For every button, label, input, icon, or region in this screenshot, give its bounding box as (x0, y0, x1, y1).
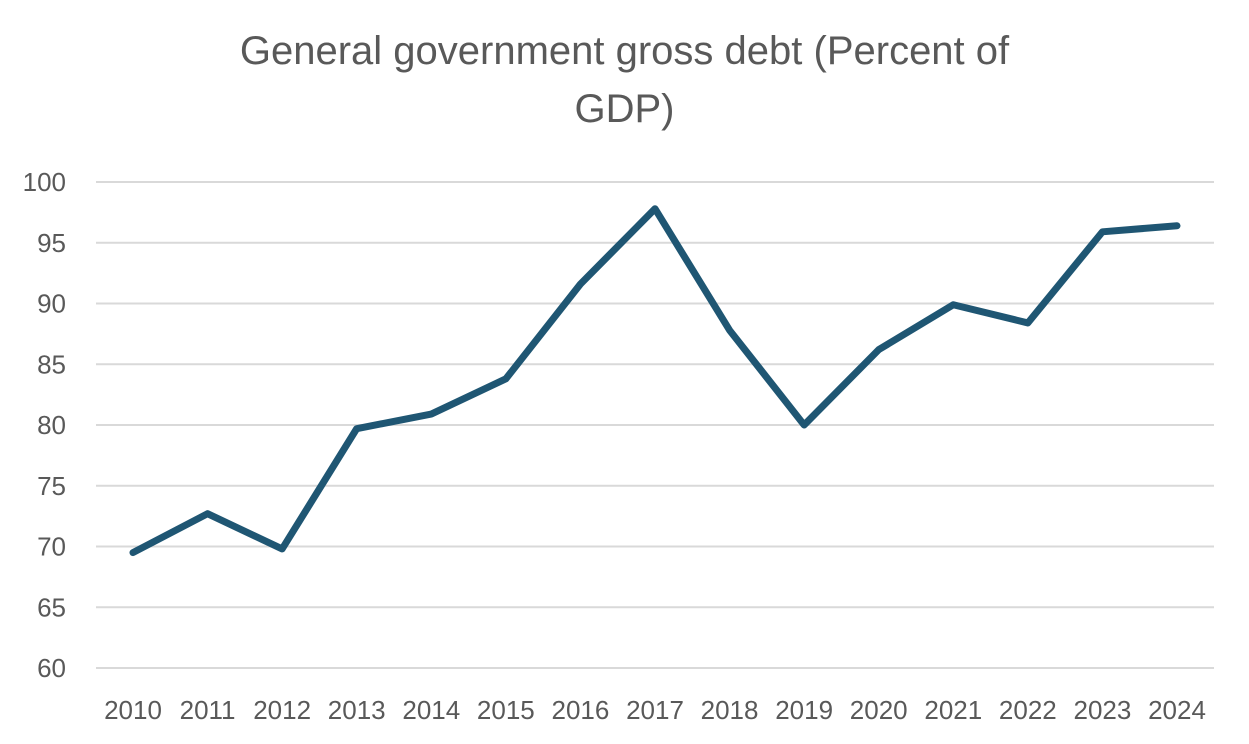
y-tick-label: 85 (37, 349, 66, 379)
x-tick-label: 2014 (402, 695, 460, 725)
x-tick-label: 2011 (180, 695, 236, 725)
x-tick-label: 2013 (328, 695, 386, 725)
x-tick-label: 2023 (1074, 695, 1132, 725)
x-tick-label: 2017 (626, 695, 684, 725)
y-tick-label: 60 (37, 653, 66, 683)
x-tick-label: 2012 (253, 695, 311, 725)
x-tick-label: 2015 (477, 695, 535, 725)
x-tick-label: 2022 (999, 695, 1057, 725)
y-tick-label: 65 (37, 592, 66, 622)
x-tick-label: 2010 (104, 695, 162, 725)
y-tick-label: 75 (37, 471, 66, 501)
series-layer (129, 205, 1181, 557)
y-tick-label: 95 (37, 228, 66, 258)
x-tick-label: 2016 (552, 695, 610, 725)
x-axis-tick-labels: 2010 2011 2012 2013 2014 2015 2016 2017 2018 2019… (104, 695, 1206, 725)
chart-title: General government gross debt (Percent o… (0, 22, 1249, 138)
y-axis-tick-labels: 60 65 70 75 80 85 90 95 100 (23, 167, 66, 683)
y-tick-label: 90 (37, 289, 66, 319)
y-tick-label: 100 (23, 167, 66, 197)
y-tick-label: 70 (37, 532, 66, 562)
x-tick-label: 2018 (701, 695, 759, 725)
x-tick-label: 2021 (924, 695, 982, 725)
x-tick-label: 2024 (1148, 695, 1206, 725)
gridlines (96, 181, 1214, 669)
chart-title-line-1: General government gross debt (Percent o… (239, 29, 1010, 73)
series-line-0 (129, 205, 1181, 557)
y-tick-label: 80 (37, 410, 66, 440)
x-tick-label: 2020 (850, 695, 908, 725)
chart-title-line-2: GDP) (574, 87, 675, 131)
x-tick-label: 2019 (775, 695, 833, 725)
